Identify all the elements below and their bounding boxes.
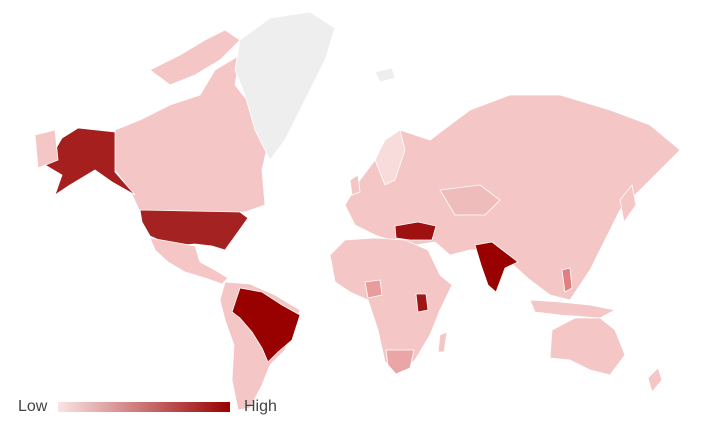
- usa: [139, 209, 249, 251]
- nigeria: [364, 279, 383, 299]
- india: [474, 241, 519, 293]
- kazakhstan: [439, 184, 501, 216]
- philippines: [561, 267, 573, 293]
- indonesia: [529, 299, 617, 319]
- legend-gradient: [58, 402, 230, 412]
- uk: [349, 174, 361, 196]
- eurasia: [344, 94, 681, 301]
- countries: [34, 11, 681, 411]
- russia-far-east: [34, 129, 59, 169]
- south-africa: [385, 349, 415, 375]
- kenya: [415, 293, 429, 313]
- australia: [549, 317, 626, 376]
- mexico-central-america: [149, 237, 229, 285]
- scandinavia: [374, 129, 406, 186]
- iceland: [374, 67, 396, 83]
- new-zealand: [647, 367, 663, 393]
- legend: Low High: [18, 398, 277, 415]
- legend-high: High: [244, 398, 277, 415]
- africa: [329, 237, 453, 373]
- madagascar: [437, 331, 448, 353]
- greenland: [234, 11, 336, 161]
- japan: [619, 184, 637, 224]
- brazil: [231, 287, 301, 363]
- legend-low: Low: [18, 398, 48, 415]
- turkey: [394, 221, 437, 241]
